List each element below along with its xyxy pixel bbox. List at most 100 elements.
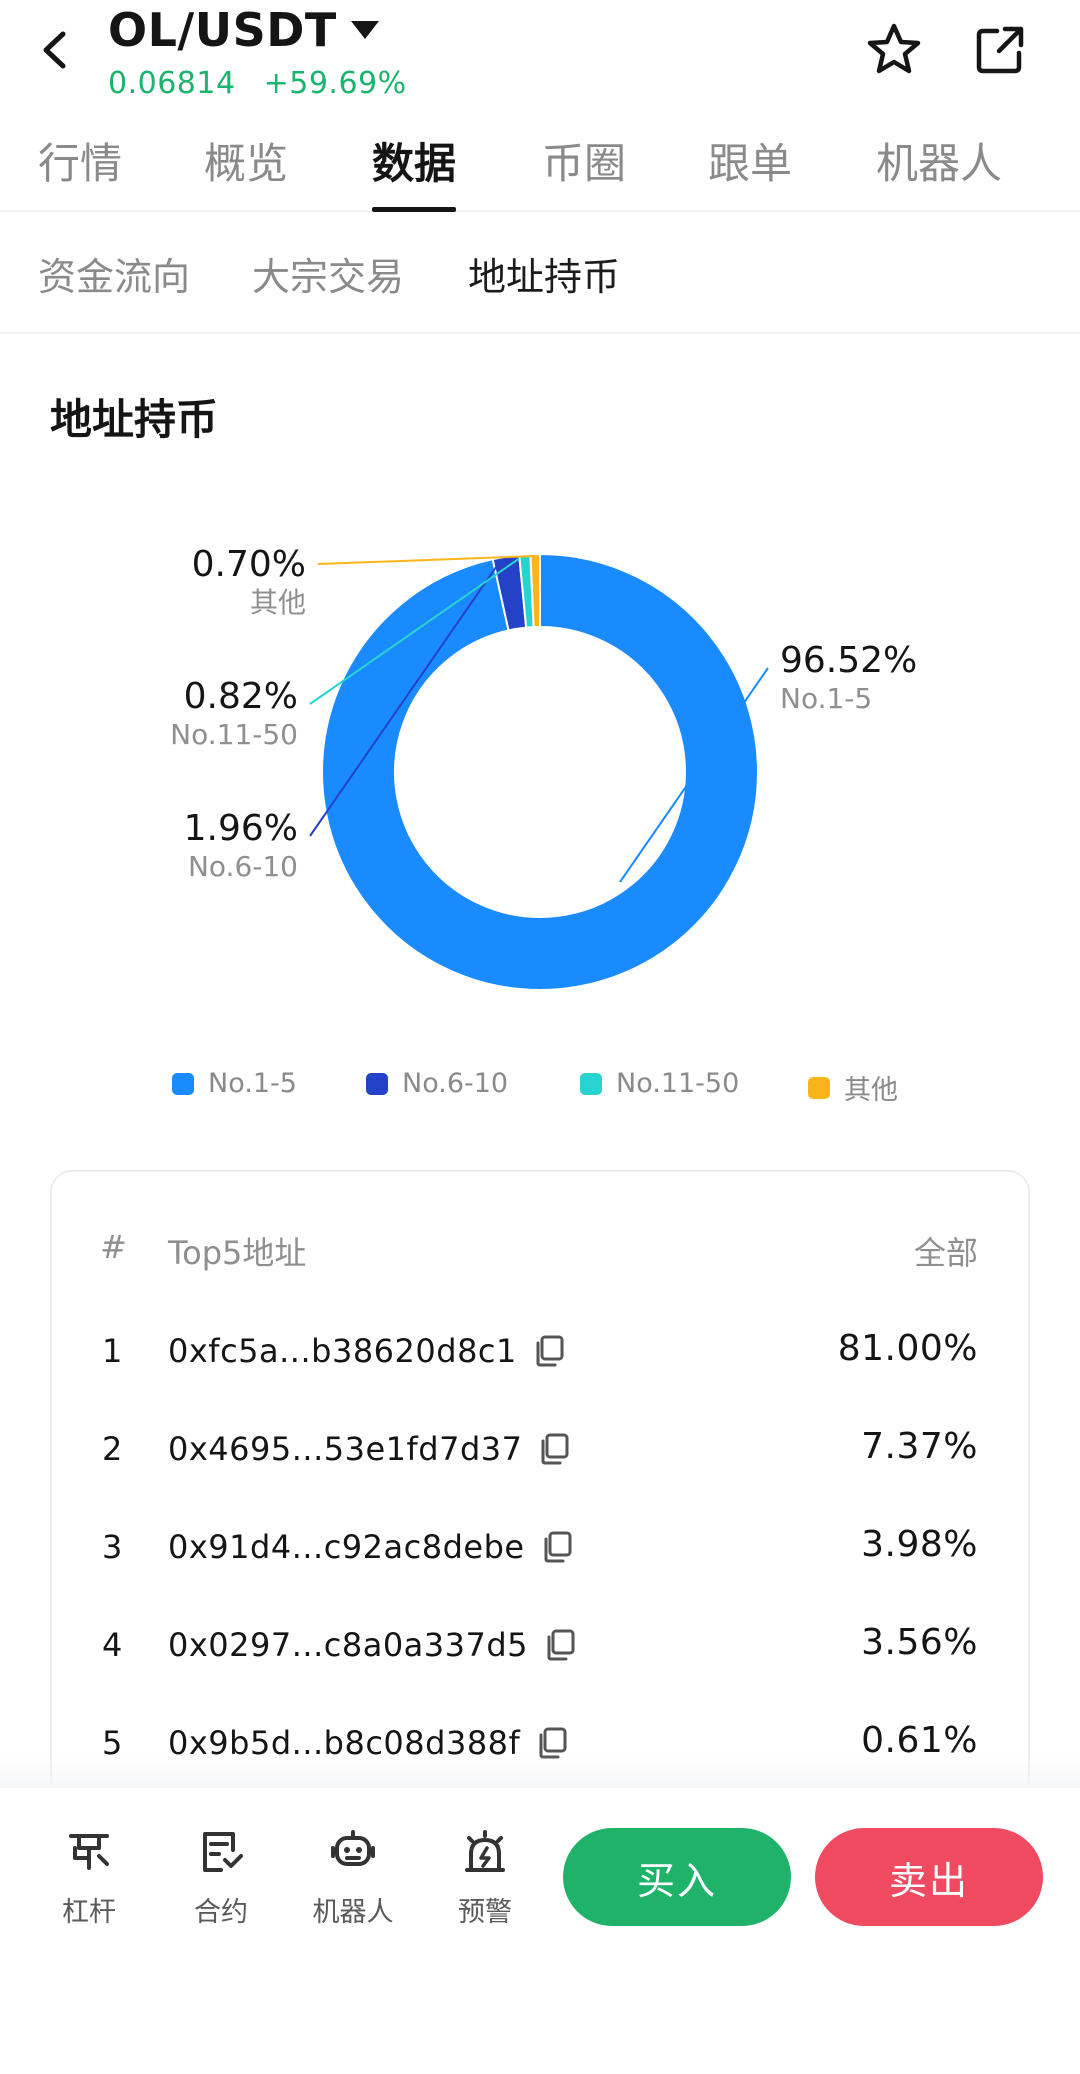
contract-icon xyxy=(203,1832,243,1872)
price-change: +59.69% xyxy=(263,66,407,101)
contract-button[interactable]: 合约 xyxy=(166,1828,276,1929)
slice-name-label: No.11-50 xyxy=(170,718,298,751)
back-arrow-icon xyxy=(43,31,66,69)
subtab-address-holdings[interactable]: 地址持币 xyxy=(468,255,621,299)
row-address-wrap: 0xfc5a...b38620d8c1 xyxy=(168,1332,567,1370)
donut-slice-1[interactable] xyxy=(321,552,759,991)
row-address-wrap: 0x4695...53e1fd7d37 xyxy=(168,1430,572,1468)
donut-slice-4[interactable] xyxy=(529,552,541,629)
table-row: 1 0xfc5a...b38620d8c1 81.00% xyxy=(52,1322,1028,1382)
row-rank: 3 xyxy=(102,1528,123,1566)
col-all-header[interactable]: 全部 xyxy=(913,1234,978,1272)
section-title: 地址持币 xyxy=(50,395,219,444)
slice-value-label: 96.52% xyxy=(780,640,917,681)
legend-label: No.1-5 xyxy=(208,1068,297,1099)
legend-swatch xyxy=(580,1072,602,1095)
row-address: 0x4695...53e1fd7d37 xyxy=(168,1430,523,1468)
holdings-donut-chart: 96.52%No.1-5 1.96%No.6-10 0.82%No.11-50 0.7… xyxy=(170,544,917,991)
legend-swatch xyxy=(808,1076,830,1099)
legend-item-no1-5[interactable]: No.1-5 xyxy=(172,1068,297,1099)
slice-name-label: 其他 xyxy=(250,586,306,619)
legend-label: No.11-50 xyxy=(616,1068,740,1099)
leader-line-3 xyxy=(309,557,520,705)
legend-item-other[interactable]: 其他 xyxy=(808,1068,898,1107)
table-row: 3 0x91d4...c92ac8debe 3.98% xyxy=(52,1518,1028,1578)
legend-label: 其他 xyxy=(844,1075,898,1106)
tab-copy-trade[interactable]: 跟单 xyxy=(708,139,793,188)
pair-selector[interactable]: OL/USDT 0.06814 +59.69% xyxy=(108,0,425,101)
header: OL/USDT 0.06814 +59.69% xyxy=(0,0,1080,110)
top5-address-table: # Top5地址 全部 1 0xfc5a...b38620d8c1 81.00%… xyxy=(50,1170,1030,1810)
chart-legend: No.1-5 No.6-10 No.11-50 其他 xyxy=(0,1068,1080,1108)
tab-robot[interactable]: 机器人 xyxy=(876,139,1003,188)
tab-data[interactable]: 数据 xyxy=(372,130,457,212)
favorite-button[interactable] xyxy=(862,20,926,80)
tool-label: 预警 xyxy=(458,1897,512,1928)
slice-name-label: No.1-5 xyxy=(780,682,872,715)
copy-icon[interactable] xyxy=(542,1627,578,1663)
row-address: 0xfc5a...b38620d8c1 xyxy=(168,1332,517,1370)
table-row: 2 0x4695...53e1fd7d37 7.37% xyxy=(52,1420,1028,1480)
legend-item-no6-10[interactable]: No.6-10 xyxy=(366,1068,508,1099)
tool-label: 杠杆 xyxy=(62,1897,116,1928)
row-address: 0x0297...c8a0a337d5 xyxy=(168,1626,529,1664)
share-button[interactable] xyxy=(968,20,1032,80)
legend-swatch xyxy=(366,1072,388,1095)
row-percent: 0.61% xyxy=(861,1720,978,1761)
caret-down-icon xyxy=(350,21,379,39)
share-icon xyxy=(976,26,1024,74)
row-percent: 3.56% xyxy=(861,1622,978,1663)
slice-value-label: 0.70% xyxy=(192,544,306,585)
row-address: 0x9b5d...b8c08d388f xyxy=(168,1724,521,1762)
row-rank: 5 xyxy=(102,1724,123,1762)
scroll-fade xyxy=(0,1756,1080,1790)
slice-name-label: No.6-10 xyxy=(188,850,298,883)
copy-icon[interactable] xyxy=(531,1333,567,1369)
buy-button[interactable]: 买入 xyxy=(563,1828,791,1926)
main-tabs: 行情 概览 数据 币圈 跟单 机器人 xyxy=(0,120,1080,212)
slice-value-label: 1.96% xyxy=(184,808,298,849)
col-address-header: Top5地址 xyxy=(168,1234,307,1272)
price-row: 0.06814 +59.69% xyxy=(108,66,425,101)
slice-value-label: 0.82% xyxy=(184,676,298,717)
tool-label: 机器人 xyxy=(312,1897,394,1928)
alarm-icon xyxy=(465,1830,505,1872)
row-address: 0x91d4...c92ac8debe xyxy=(168,1528,525,1566)
tab-market[interactable]: 行情 xyxy=(38,139,123,188)
leader-line-2 xyxy=(309,560,502,837)
legend-item-no11-50[interactable]: No.11-50 xyxy=(580,1068,739,1099)
leader-line-1 xyxy=(619,667,769,883)
sell-button[interactable]: 卖出 xyxy=(815,1828,1043,1926)
sub-tabs: 资金流向 大宗交易 地址持币 xyxy=(0,212,1080,334)
copy-icon[interactable] xyxy=(536,1431,572,1467)
row-address-wrap: 0x9b5d...b8c08d388f xyxy=(168,1724,570,1762)
back-button[interactable] xyxy=(28,20,80,80)
row-rank: 1 xyxy=(102,1332,123,1370)
legend-swatch xyxy=(172,1072,194,1095)
alarm-button[interactable]: 预警 xyxy=(430,1828,540,1929)
row-rank: 2 xyxy=(102,1430,123,1468)
leverage-button[interactable]: 杠杆 xyxy=(34,1828,144,1929)
table-row: 4 0x0297...c8a0a337d5 3.56% xyxy=(52,1616,1028,1676)
row-address-wrap: 0x91d4...c92ac8debe xyxy=(168,1528,575,1566)
tab-community[interactable]: 币圈 xyxy=(542,139,627,188)
row-rank: 4 xyxy=(102,1626,123,1664)
pair-title: OL/USDT xyxy=(108,3,337,57)
leader-line-4 xyxy=(317,555,536,565)
table-row: 5 0x9b5d...b8c08d388f 0.61% xyxy=(52,1714,1028,1774)
col-rank-header: # xyxy=(100,1228,127,1266)
star-icon xyxy=(867,23,921,74)
tool-label: 合约 xyxy=(194,1897,248,1928)
row-percent: 81.00% xyxy=(837,1328,978,1369)
robot-button[interactable]: 机器人 xyxy=(298,1828,408,1929)
subtab-block-trade[interactable]: 大宗交易 xyxy=(252,255,405,299)
row-percent: 3.98% xyxy=(861,1524,978,1565)
row-percent: 7.37% xyxy=(861,1426,978,1467)
last-price: 0.06814 xyxy=(108,66,236,101)
legend-label: No.6-10 xyxy=(402,1068,509,1099)
copy-icon[interactable] xyxy=(539,1529,575,1565)
row-address-wrap: 0x0297...c8a0a337d5 xyxy=(168,1626,578,1664)
tab-overview[interactable]: 概览 xyxy=(204,139,289,188)
subtab-fund-flow[interactable]: 资金流向 xyxy=(38,255,191,299)
leverage-icon xyxy=(69,1834,109,1870)
